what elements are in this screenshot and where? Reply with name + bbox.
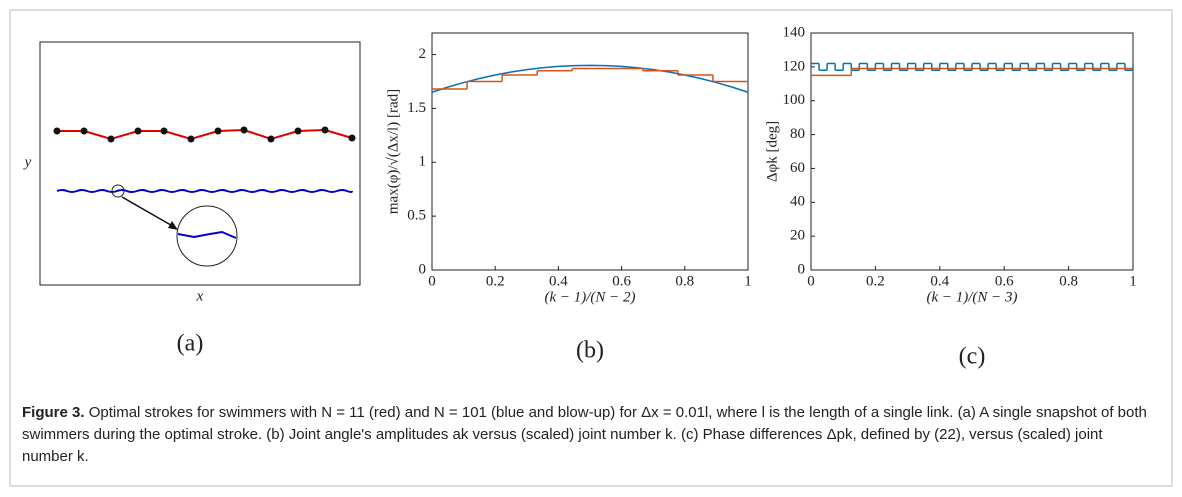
x-tick-label: 0.8 xyxy=(675,273,694,289)
arrowhead xyxy=(168,221,178,230)
panel-a-frame xyxy=(39,41,361,286)
x-axis-label: x xyxy=(196,288,204,304)
x-tick-label: 0.8 xyxy=(1059,273,1078,289)
y-tick-label: 0 xyxy=(798,261,806,277)
x-tick-label: 0.6 xyxy=(995,273,1014,289)
plot-frame xyxy=(431,32,749,271)
x-axis-label: (k − 1)/(N − 2) xyxy=(544,289,635,305)
zoom-marker xyxy=(111,184,125,198)
x-tick-label: 0 xyxy=(428,273,436,289)
y-tick-label: 2 xyxy=(419,46,427,62)
blue-swimmer xyxy=(56,189,353,193)
caption-label: Figure 3. xyxy=(22,404,85,421)
x-axis-label: (k − 1)/(N − 3) xyxy=(926,289,1017,305)
zoom-arrow xyxy=(121,196,177,229)
x-tick-label: 0.6 xyxy=(612,273,631,289)
y-tick-label: 1 xyxy=(419,154,427,170)
panel-a: x y (a) xyxy=(23,41,361,357)
x-tick-label: 0.4 xyxy=(549,273,568,289)
x-tick-label: 0.2 xyxy=(486,273,505,289)
caption: Figure 3. Optimal strokes for swimmers w… xyxy=(22,402,1157,468)
x-tick-label: 1 xyxy=(1129,273,1137,289)
y-tick-label: 0.5 xyxy=(407,208,426,224)
y-tick-label: 20 xyxy=(790,228,805,244)
chart-panel: 0 0.2 0.4 0.6 0.8 1 0 20 40 60 80 100 120 140 (k − 1)/… xyxy=(764,24,1136,369)
red-joints xyxy=(53,126,356,143)
panel-label: (c) xyxy=(959,344,986,370)
series-line xyxy=(431,64,749,93)
x-tick-label: 1 xyxy=(744,273,752,289)
blow-up-curve xyxy=(177,230,237,239)
panel-label: (b) xyxy=(576,338,604,364)
y-tick-label: 0 xyxy=(419,261,427,277)
y-axis-label: Δφk [deg] xyxy=(764,121,780,182)
x-tick-label: 0.2 xyxy=(866,273,885,289)
y-tick-label: 40 xyxy=(790,194,805,210)
red-swimmer xyxy=(57,128,353,141)
caption-text: Optimal strokes for swimmers with N = 11… xyxy=(22,404,1147,465)
y-tick-label: 100 xyxy=(783,92,806,108)
x-tick-label: 0.4 xyxy=(930,273,949,289)
x-tick-label: 0 xyxy=(807,273,815,289)
y-axis-label: max(φ)/√(Δx/l) [rad] xyxy=(385,89,401,214)
y-tick-label: 60 xyxy=(790,160,805,176)
y-tick-label: 80 xyxy=(790,126,805,142)
y-tick-label: 120 xyxy=(783,58,806,74)
blow-up xyxy=(176,205,238,267)
plot-frame xyxy=(810,32,1134,271)
y-axis-label: y xyxy=(23,154,32,170)
figure-border xyxy=(9,9,1173,487)
y-tick-label: 140 xyxy=(783,24,806,40)
chart-panel: 0 0.2 0.4 0.6 0.8 1 0 0.5 1 1.5 2 (k − 1)/(N − 2) ma… xyxy=(385,32,752,364)
y-tick-label: 1.5 xyxy=(407,100,426,116)
panel-label: (a) xyxy=(177,331,204,357)
